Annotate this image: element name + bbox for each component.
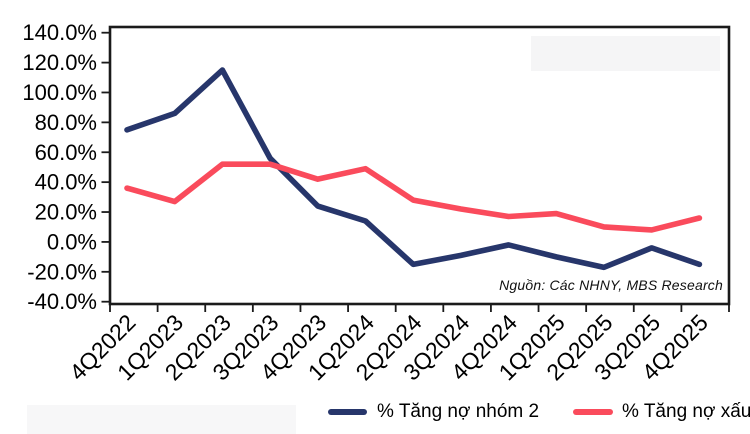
legend-swatch-nhom2	[328, 409, 367, 415]
legend-label-noxau: % Tăng nợ xấu	[622, 401, 750, 422]
legend-label-nhom2: % Tăng nợ nhóm 2	[377, 401, 540, 422]
y-tick-label: 140.0%	[22, 20, 97, 45]
y-tick-label: 60.0%	[35, 140, 97, 165]
y-tick-label: -40.0%	[27, 289, 97, 314]
chart-legend: % Tăng nợ nhóm 2 % Tăng nợ xấu	[0, 399, 750, 429]
source-note: Nguồn: Các NHNY, MBS Research	[499, 277, 723, 293]
y-tick-label: 20.0%	[35, 200, 97, 225]
series-line-noxau	[124, 161, 703, 233]
y-tick-label: 80.0%	[35, 110, 97, 135]
legend-swatch-noxau	[573, 409, 613, 415]
y-axis: 140.0% 120.0% 100.0% 80.0% 60.0% 40.0% 20.0% 0.…	[22, 20, 110, 314]
x-axis: 4Q20221Q20232Q20233Q20234Q20231Q20242Q20…	[64, 305, 730, 385]
plot-frame	[108, 25, 731, 306]
y-tick-label: 0.0%	[47, 229, 97, 254]
series-line-nhom2	[124, 67, 703, 271]
y-tick-label: 120.0%	[22, 50, 97, 75]
y-tick-label: 100.0%	[22, 80, 97, 105]
y-tick-label: -20.0%	[27, 259, 97, 284]
y-tick-label: 40.0%	[35, 170, 97, 195]
